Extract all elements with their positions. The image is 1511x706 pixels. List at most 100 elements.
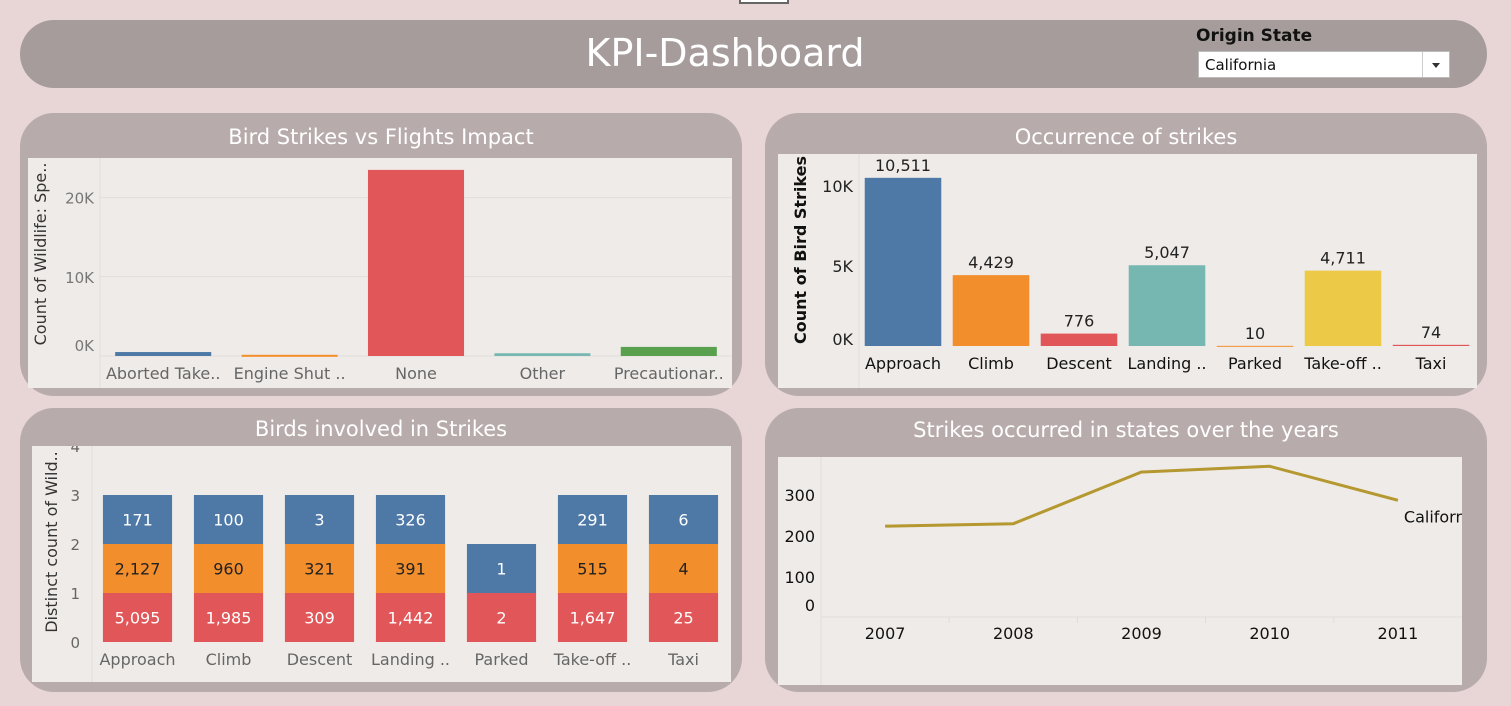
states-panel: Strikes occurred in states over the year… [765,408,1487,692]
stack-segment [102,544,173,593]
x-tick-label: Take-off .. [1303,354,1382,373]
x-tick-label: Descent [1046,354,1112,373]
occurrence-panel-title: Occurrence of strikes [1014,125,1238,149]
y-tick-label: 0K [75,337,96,355]
x-tick-label: 2011 [1378,624,1419,643]
origin-state-dropdown[interactable]: California [1198,51,1450,78]
x-tick-label: 2010 [1249,624,1290,643]
segment-label: 5,095 [115,609,161,628]
x-tick-label: Engine Shut .. [234,364,346,383]
chevron-down-icon[interactable] [1422,52,1449,77]
states-panel-title: Strikes occurred in states over the year… [913,418,1339,442]
x-tick-label: Landing .. [1127,354,1206,373]
birds-panel-title: Birds involved in Strikes [254,417,508,441]
stack-segment [284,495,355,544]
y-tick-label: 200 [784,527,815,546]
origin-state-value: California [1205,56,1277,74]
x-tick-label: Descent [287,650,353,669]
x-tick-label: Other [520,364,566,383]
y-tick-label: 20K [65,190,95,208]
y-tick-label: 100 [784,568,815,587]
dashboard-title: KPI-Dashboard [585,31,865,75]
y-tick-label: 5K [832,257,853,276]
bar-1 [241,354,338,357]
segment-label: 515 [577,560,608,579]
bar-3 [1128,265,1206,346]
y-tick-label: 300 [784,486,815,505]
bar-1 [952,275,1030,346]
stack-segment [466,544,537,593]
y-tick-label: 4 [70,446,80,456]
data-label: 74 [1421,323,1441,342]
occurrence-bar-chart[interactable]: 0K 5K 10K Count of Bird Strikes 10,511 Approa… [778,154,1477,388]
stack-segment [193,544,264,593]
bar-6 [1392,344,1470,346]
stack-segment [193,495,264,544]
birds-panel: Birds involved in Strikes 0 1 2 3 4 Distinct … [20,408,742,692]
segment-label: 309 [304,609,335,628]
x-tick-label: 2008 [993,624,1034,643]
y-tick-label: 1 [70,585,80,603]
bar-5 [1304,270,1382,346]
y-axis-title: Count of Wildlife: Spe.. [31,163,50,346]
x-tick-label: Taxi [1415,354,1447,373]
segment-label: 326 [395,511,426,530]
x-tick-label: 2007 [865,624,906,643]
y-axis-title: Count of Bird Strikes [791,156,810,344]
segment-label: 2,127 [115,560,161,579]
x-tick-label: Precautionar.. [614,364,724,383]
bar-4 [620,346,717,356]
origin-state-label: Origin State [1196,26,1313,46]
y-tick-label: 10K [65,269,95,287]
segment-label: 6 [678,511,688,530]
birds-chart-area: 0 1 2 3 4 Distinct count of Wild.. 5,095 2,127 1… [32,446,731,682]
y-tick-label: 3 [70,487,80,505]
data-label: 776 [1064,312,1095,331]
segment-label: 2 [496,609,506,628]
stack-segment [557,544,628,593]
impact-panel-title: Bird Strikes vs Flights Impact [228,125,534,149]
data-label: 5,047 [1144,243,1190,262]
stack-segment [284,593,355,642]
stack-segment [648,544,719,593]
stack-segment [557,593,628,642]
stack-segment [557,495,628,544]
y-tick-label: 0K [832,330,853,349]
bar-0 [864,177,942,346]
segment-label: 960 [213,560,244,579]
impact-bar-chart[interactable]: 0K 10K 20K Count of Wildlife: Spe.. Aborted … [28,158,732,388]
y-tick-label: 0 [70,634,80,652]
bar-2 [367,169,465,356]
stack-segment [193,593,264,642]
segment-label: 25 [673,609,693,628]
impact-chart-area: 0K 10K 20K Count of Wildlife: Spe.. Aborted … [28,158,732,388]
segment-label: 321 [304,560,335,579]
occurrence-chart-area: 0K 5K 10K Count of Bird Strikes 10,511 Approa… [778,154,1477,388]
bar-0 [115,352,212,356]
x-tick-label: Approach [865,354,941,373]
x-tick-label: Take-off .. [553,650,632,669]
stack-segment [375,544,446,593]
stack-segment [648,495,719,544]
x-tick-label: 2009 [1121,624,1162,643]
y-tick-label: 10K [822,177,853,196]
birds-stacked-bar-chart[interactable]: 0 1 2 3 4 Distinct count of Wild.. 5,095 2,127 1… [32,446,731,682]
impact-panel: Bird Strikes vs Flights Impact 0K 10K 20K C… [20,113,742,396]
stack-segment [102,593,173,642]
segment-label: 100 [213,511,244,530]
x-tick-label: Taxi [667,650,699,669]
series-label: California [1404,507,1462,526]
segment-label: 3 [314,511,324,530]
segment-label: 391 [395,560,426,579]
x-tick-label: Approach [99,650,175,669]
top-drag-handle[interactable] [739,0,789,4]
stack-segment [466,593,537,642]
segment-label: 4 [678,560,688,579]
segment-label: 171 [122,511,153,530]
bar-3 [494,353,591,356]
stack-segment [284,544,355,593]
states-line-chart[interactable]: 0 100 200 300 2007 2008 2009 2010 2011 California [778,457,1462,685]
x-tick-label: Parked [1228,354,1282,373]
stack-segment [375,495,446,544]
x-tick-label: None [395,364,437,383]
